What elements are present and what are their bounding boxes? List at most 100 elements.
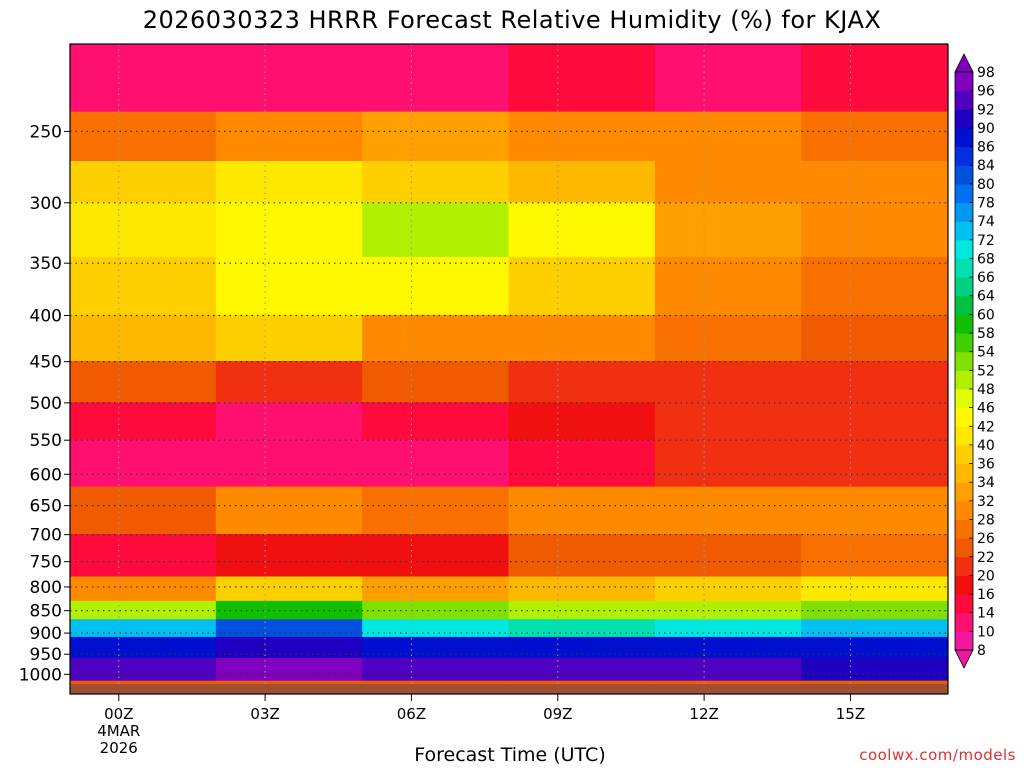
colorbar-swatch bbox=[955, 277, 973, 297]
colorbar-label: 10 bbox=[977, 624, 995, 640]
rh-cell bbox=[70, 402, 217, 441]
colorbar-swatch bbox=[955, 500, 973, 520]
rh-cell bbox=[362, 361, 510, 404]
rh-cell bbox=[801, 111, 948, 163]
colorbar-label: 74 bbox=[977, 214, 995, 230]
rh-cell bbox=[508, 657, 656, 681]
grid bbox=[70, 44, 948, 684]
colorbar-swatch bbox=[955, 463, 973, 483]
colorbar-swatch bbox=[955, 239, 973, 259]
colorbar-label: 92 bbox=[977, 102, 995, 118]
colorbar-label: 54 bbox=[977, 345, 995, 361]
rh-cell bbox=[215, 657, 364, 681]
rh-cell bbox=[215, 202, 364, 259]
rh-cell bbox=[215, 111, 364, 163]
colorbar-label: 98 bbox=[977, 65, 995, 81]
rh-cell bbox=[508, 619, 656, 638]
rh-cell bbox=[215, 534, 364, 578]
x-axis-label: Forecast Time (UTC) bbox=[414, 744, 606, 766]
rh-cell bbox=[215, 314, 364, 363]
rh-cell bbox=[801, 619, 948, 638]
y-tick-label: 450 bbox=[30, 353, 62, 373]
colorbar-swatch bbox=[955, 202, 973, 222]
rh-cell bbox=[362, 600, 510, 621]
colorbar: 8 10 14 16 20 22 26 28 32 34 36 40 42 46 48 52 54 58 60 64 6… bbox=[954, 53, 995, 669]
rh-cell bbox=[70, 576, 217, 602]
colorbar-label: 72 bbox=[977, 233, 995, 249]
rh-cell bbox=[801, 361, 948, 404]
humidity-field bbox=[70, 44, 948, 681]
colorbar-label: 80 bbox=[977, 177, 995, 193]
colorbar-swatch bbox=[955, 612, 973, 632]
colorbar-label: 68 bbox=[977, 251, 995, 267]
chart-title: 2026030323 HRRR Forecast Relative Humidi… bbox=[142, 6, 882, 34]
rh-cell bbox=[801, 257, 948, 316]
rh-cell bbox=[508, 636, 656, 659]
y-tick-label: 900 bbox=[30, 624, 62, 644]
rh-cell bbox=[508, 402, 656, 441]
rh-cell bbox=[70, 257, 217, 316]
rh-cell bbox=[215, 161, 364, 204]
rh-cell bbox=[508, 576, 656, 602]
rh-cell bbox=[654, 44, 803, 113]
rh-cell bbox=[362, 657, 510, 681]
colorbar-swatch bbox=[955, 538, 973, 558]
rh-cell bbox=[362, 314, 510, 363]
y-tick-label: 800 bbox=[30, 578, 62, 598]
rh-cell bbox=[801, 576, 948, 602]
rh-cell bbox=[508, 439, 656, 488]
colorbar-swatch bbox=[955, 370, 973, 390]
rh-cell bbox=[362, 619, 510, 638]
rh-cell bbox=[654, 657, 803, 681]
rh-cell bbox=[70, 111, 217, 163]
colorbar-label: 42 bbox=[977, 419, 995, 435]
x-tick-label: 00Z bbox=[104, 705, 133, 723]
y-tick-label: 350 bbox=[30, 254, 62, 274]
colorbar-label: 22 bbox=[977, 550, 995, 566]
rh-cell bbox=[508, 44, 656, 113]
rh-cell bbox=[654, 402, 803, 441]
colorbar-swatch bbox=[955, 72, 973, 92]
rh-cell bbox=[801, 44, 948, 113]
rh-cell bbox=[508, 361, 656, 404]
rh-cell bbox=[801, 486, 948, 536]
rh-cell bbox=[70, 161, 217, 204]
y-tick-label: 250 bbox=[30, 122, 62, 142]
rh-cell bbox=[801, 657, 948, 681]
colorbar-label: 66 bbox=[977, 270, 995, 286]
y-tick-label: 650 bbox=[30, 497, 62, 517]
rh-cell bbox=[654, 534, 803, 578]
rh-cell bbox=[654, 257, 803, 316]
colorbar-swatch bbox=[955, 127, 973, 148]
rh-cell bbox=[801, 314, 948, 363]
rh-cell bbox=[508, 111, 656, 163]
rh-cell bbox=[215, 257, 364, 316]
colorbar-label: 86 bbox=[977, 140, 995, 156]
x-tick-label: 15Z bbox=[836, 705, 865, 723]
colorbar-swatch bbox=[955, 407, 973, 427]
rh-cell bbox=[362, 111, 510, 163]
colorbar-swatch bbox=[955, 556, 973, 576]
rh-cell bbox=[508, 534, 656, 578]
colorbar-label: 40 bbox=[977, 438, 995, 454]
rh-cell bbox=[508, 257, 656, 316]
rh-cell bbox=[801, 402, 948, 441]
rh-cell bbox=[801, 439, 948, 488]
rh-cell bbox=[70, 657, 217, 681]
colorbar-label: 34 bbox=[977, 475, 995, 491]
rh-cell bbox=[362, 576, 510, 602]
y-tick-label: 1000 bbox=[19, 665, 62, 685]
colorbar-swatch bbox=[955, 482, 973, 502]
credit-link[interactable]: coolwx.com/models bbox=[859, 746, 1016, 764]
rh-cell bbox=[362, 161, 510, 204]
colorbar-swatch bbox=[955, 594, 973, 614]
rh-cell bbox=[654, 361, 803, 404]
rh-cell bbox=[362, 44, 510, 113]
colorbar-swatch bbox=[955, 258, 973, 278]
rh-cell bbox=[362, 486, 510, 536]
rh-cell bbox=[215, 402, 364, 441]
colorbar-min-arrow bbox=[954, 649, 974, 669]
colorbar-swatch bbox=[955, 426, 973, 446]
rh-cell bbox=[508, 314, 656, 363]
